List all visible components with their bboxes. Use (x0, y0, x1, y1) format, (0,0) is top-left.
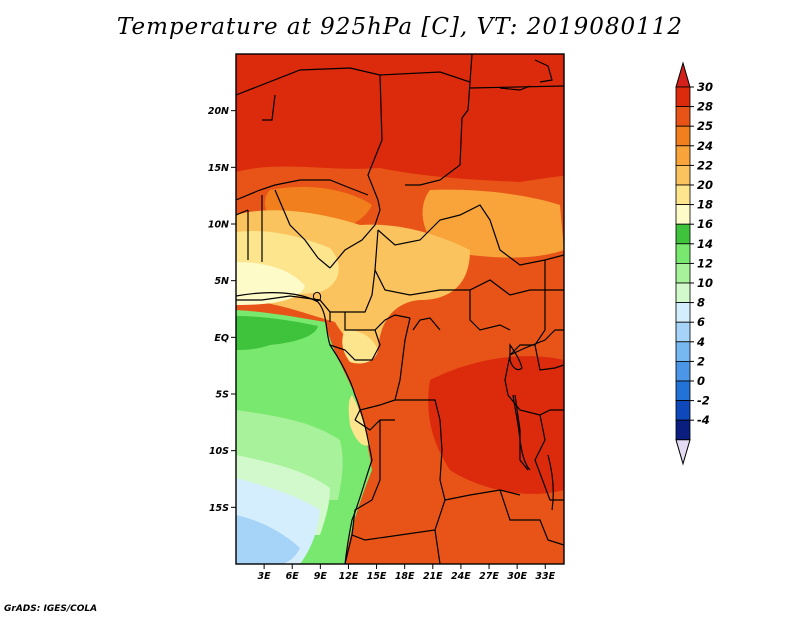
lon-tick-label: 21E (423, 571, 443, 582)
colorbar-label: 8 (697, 296, 705, 310)
grads-credit: GrADS: IGES/COLA (4, 604, 98, 614)
colorbar-swatch (675, 106, 691, 127)
yellow-gabon-region (342, 330, 378, 364)
colorbar-swatch (675, 204, 691, 225)
colorbar-swatch (675, 321, 691, 343)
colorbar-label: 12 (697, 256, 713, 270)
colorbar-label: -4 (697, 413, 710, 427)
lat-tick-label: 15S (209, 503, 229, 514)
map-frame (235, 53, 565, 565)
red-pocket-region (428, 356, 564, 494)
lon-tick-label: 15E (367, 571, 387, 582)
latitude-axis: 20N 15N 10N 5N EQ 5S 10S 15S (208, 106, 236, 514)
lat-tick-label: 15N (208, 163, 229, 174)
lon-tick-label: 27E (479, 571, 499, 582)
colorbar-swatch (675, 184, 691, 206)
colorbar-swatch (675, 86, 691, 108)
map-title: Temperature at 925hPa [C], VT: 201908011… (116, 14, 684, 40)
lon-tick-label: 18E (395, 571, 415, 582)
ocean-blue-region (236, 515, 300, 564)
colorbar-swatch (675, 302, 691, 323)
lon-tick-label: 33E (535, 571, 555, 582)
lat-tick-label: 5S (216, 390, 230, 401)
lon-tick-label: 30E (507, 571, 527, 582)
colorbar-label: 4 (696, 335, 705, 349)
colorbar-swatch (675, 145, 691, 166)
colorbar-swatch (675, 262, 691, 284)
lat-tick-label: EQ (214, 333, 229, 344)
colorbar-label: 14 (697, 237, 713, 251)
colorbar-swatch (675, 360, 691, 382)
colorbar-label: 30 (697, 80, 713, 94)
longitude-axis: 3E 6E 9E 12E 15E 18E 21E 24E 27E 30E 33E (258, 564, 556, 582)
lon-tick-label: 6E (286, 571, 300, 582)
lat-tick-label: 5N (214, 276, 229, 287)
coastal-yellow-strip (348, 395, 370, 446)
light-orange-east (422, 189, 564, 258)
ocean-dark-green-region (236, 316, 318, 350)
colorbar-bottom-arrow (675, 439, 691, 466)
colorbar-label: 0 (697, 374, 705, 388)
colorbar-label: 2 (697, 354, 705, 368)
lon-tick-label: 3E (258, 571, 272, 582)
colorbar-swatch (675, 243, 691, 264)
colorbar-label: 25 (697, 119, 713, 133)
colorbar-label: 28 (697, 100, 713, 114)
colorbar-label: 20 (697, 178, 713, 192)
lat-tick-label: 20N (208, 106, 229, 117)
cream-coast-region (236, 262, 305, 305)
lon-tick-label: 12E (339, 571, 359, 582)
colorbar-swatch (675, 164, 691, 186)
colorbar-swatch (675, 223, 691, 245)
colorbar-swatch (675, 380, 691, 402)
colorbar-swatch (675, 125, 691, 147)
colorbar-label: 24 (697, 139, 713, 153)
colorbar-top-arrow (675, 61, 691, 88)
lon-tick-label: 9E (314, 571, 328, 582)
country-borders (236, 54, 564, 564)
lon-tick-label: 24E (451, 571, 471, 582)
colorbar-swatch (675, 282, 691, 304)
colorbar-label: -2 (697, 394, 710, 408)
colorbar-label: 10 (697, 276, 713, 290)
colorbar-label: 6 (697, 315, 705, 329)
colorbar-swatch (675, 400, 691, 421)
lat-tick-label: 10S (209, 446, 229, 457)
temperature-map: 20N 15N 10N 5N EQ 5S 10S 15S 3E 6E 9E 12E 15E 18E 21E… (208, 53, 565, 582)
colorbar-swatch (675, 419, 691, 441)
lat-tick-label: 10N (208, 220, 229, 231)
colorbar-swatch (675, 341, 691, 362)
colorbar-label: 16 (697, 217, 713, 231)
colorbar-label: 18 (697, 198, 713, 212)
colorbar-label: 22 (697, 158, 713, 172)
